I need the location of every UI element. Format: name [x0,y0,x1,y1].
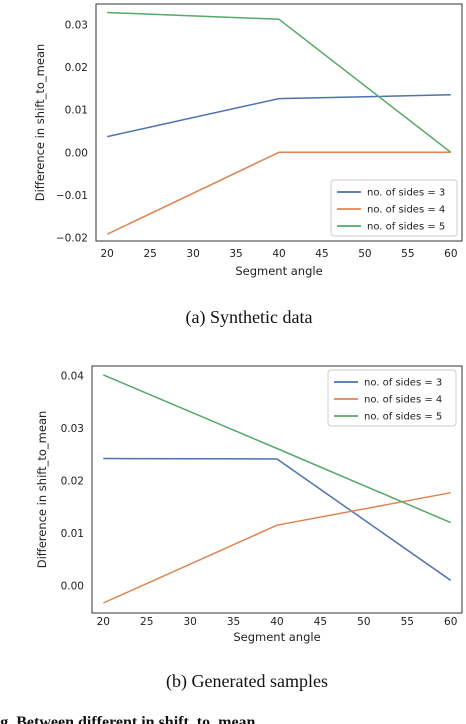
legend-label: no. of sides = 4 [364,395,442,406]
series-line-sides-5 [107,11,452,153]
x-tick-label: 50 [357,616,370,628]
plot-frame [91,365,463,614]
x-tick-label: 20 [100,248,113,260]
y-tick-label: 0.03 [65,19,88,31]
y-axis-label: Difference in shift_to_mean [33,44,47,202]
x-tick-label: 35 [229,248,242,260]
x-tick-label: 35 [227,616,240,628]
x-tick-label: 40 [272,248,285,260]
x-tick-label: 20 [97,616,110,628]
y-tick-label: 0.01 [65,105,88,117]
y-tick-label: 0.00 [65,147,88,159]
x-axis-label: Segment angle [233,630,320,644]
x-tick-label: 55 [401,616,414,628]
plot-frame [95,3,463,242]
x-tick-label: 45 [314,616,327,628]
x-tick-label: 60 [444,616,457,628]
figure-caption-partial: Fig. Between different in shift_to_mean [0,714,256,724]
series-line-sides-4 [102,491,451,604]
y-tick-label: 0.01 [61,528,84,540]
subfigure-caption: (a) Synthetic data [186,307,313,328]
y-tick-label: 0.04 [61,370,85,382]
x-tick-label: 50 [358,248,371,260]
x-tick-label: 30 [183,616,196,628]
legend-label: no. of sides = 5 [367,222,445,233]
series-line-sides-5 [103,374,451,524]
subfigure-caption: (b) Generated samples [166,671,328,692]
y-tick-label: 0.02 [61,476,84,488]
y-tick-label: −0.01 [56,190,88,202]
series-line-sides-3 [107,94,451,138]
series-line-sides-3 [103,457,452,582]
legend-label: no. of sides = 4 [367,205,445,216]
x-tick-label: 45 [315,248,328,260]
chart-synthetic-data: 20 25 30 35 40 45 50 55 60 −0.02 −0.01 0.00 0.01 0.02… [33,3,463,328]
y-tick-label: −0.02 [56,233,88,245]
y-tick-label: 0.03 [61,423,84,435]
x-tick-label: 40 [270,616,283,628]
y-tick-label: 0.02 [65,62,88,74]
series-line-sides-4 [106,151,451,235]
legend-box [327,369,457,427]
x-tick-label: 55 [401,248,414,260]
chart-generated-samples: 20 25 30 35 40 45 50 55 60 0.00 0.01 0.02 0.03 0.04 Se… [35,365,463,692]
x-tick-label: 30 [186,248,199,260]
legend-label: no. of sides = 3 [364,378,442,389]
y-axis-label: Difference in shift_to_mean [35,411,49,569]
legend-label: no. of sides = 3 [367,188,445,199]
legend-box [330,179,458,237]
y-tick-label: 0.00 [61,581,84,593]
legend-label: no. of sides = 5 [364,412,442,423]
x-tick-label: 60 [444,248,457,260]
x-tick-label: 25 [143,248,156,260]
x-axis-label: Segment angle [235,264,322,278]
x-tick-label: 25 [140,616,153,628]
